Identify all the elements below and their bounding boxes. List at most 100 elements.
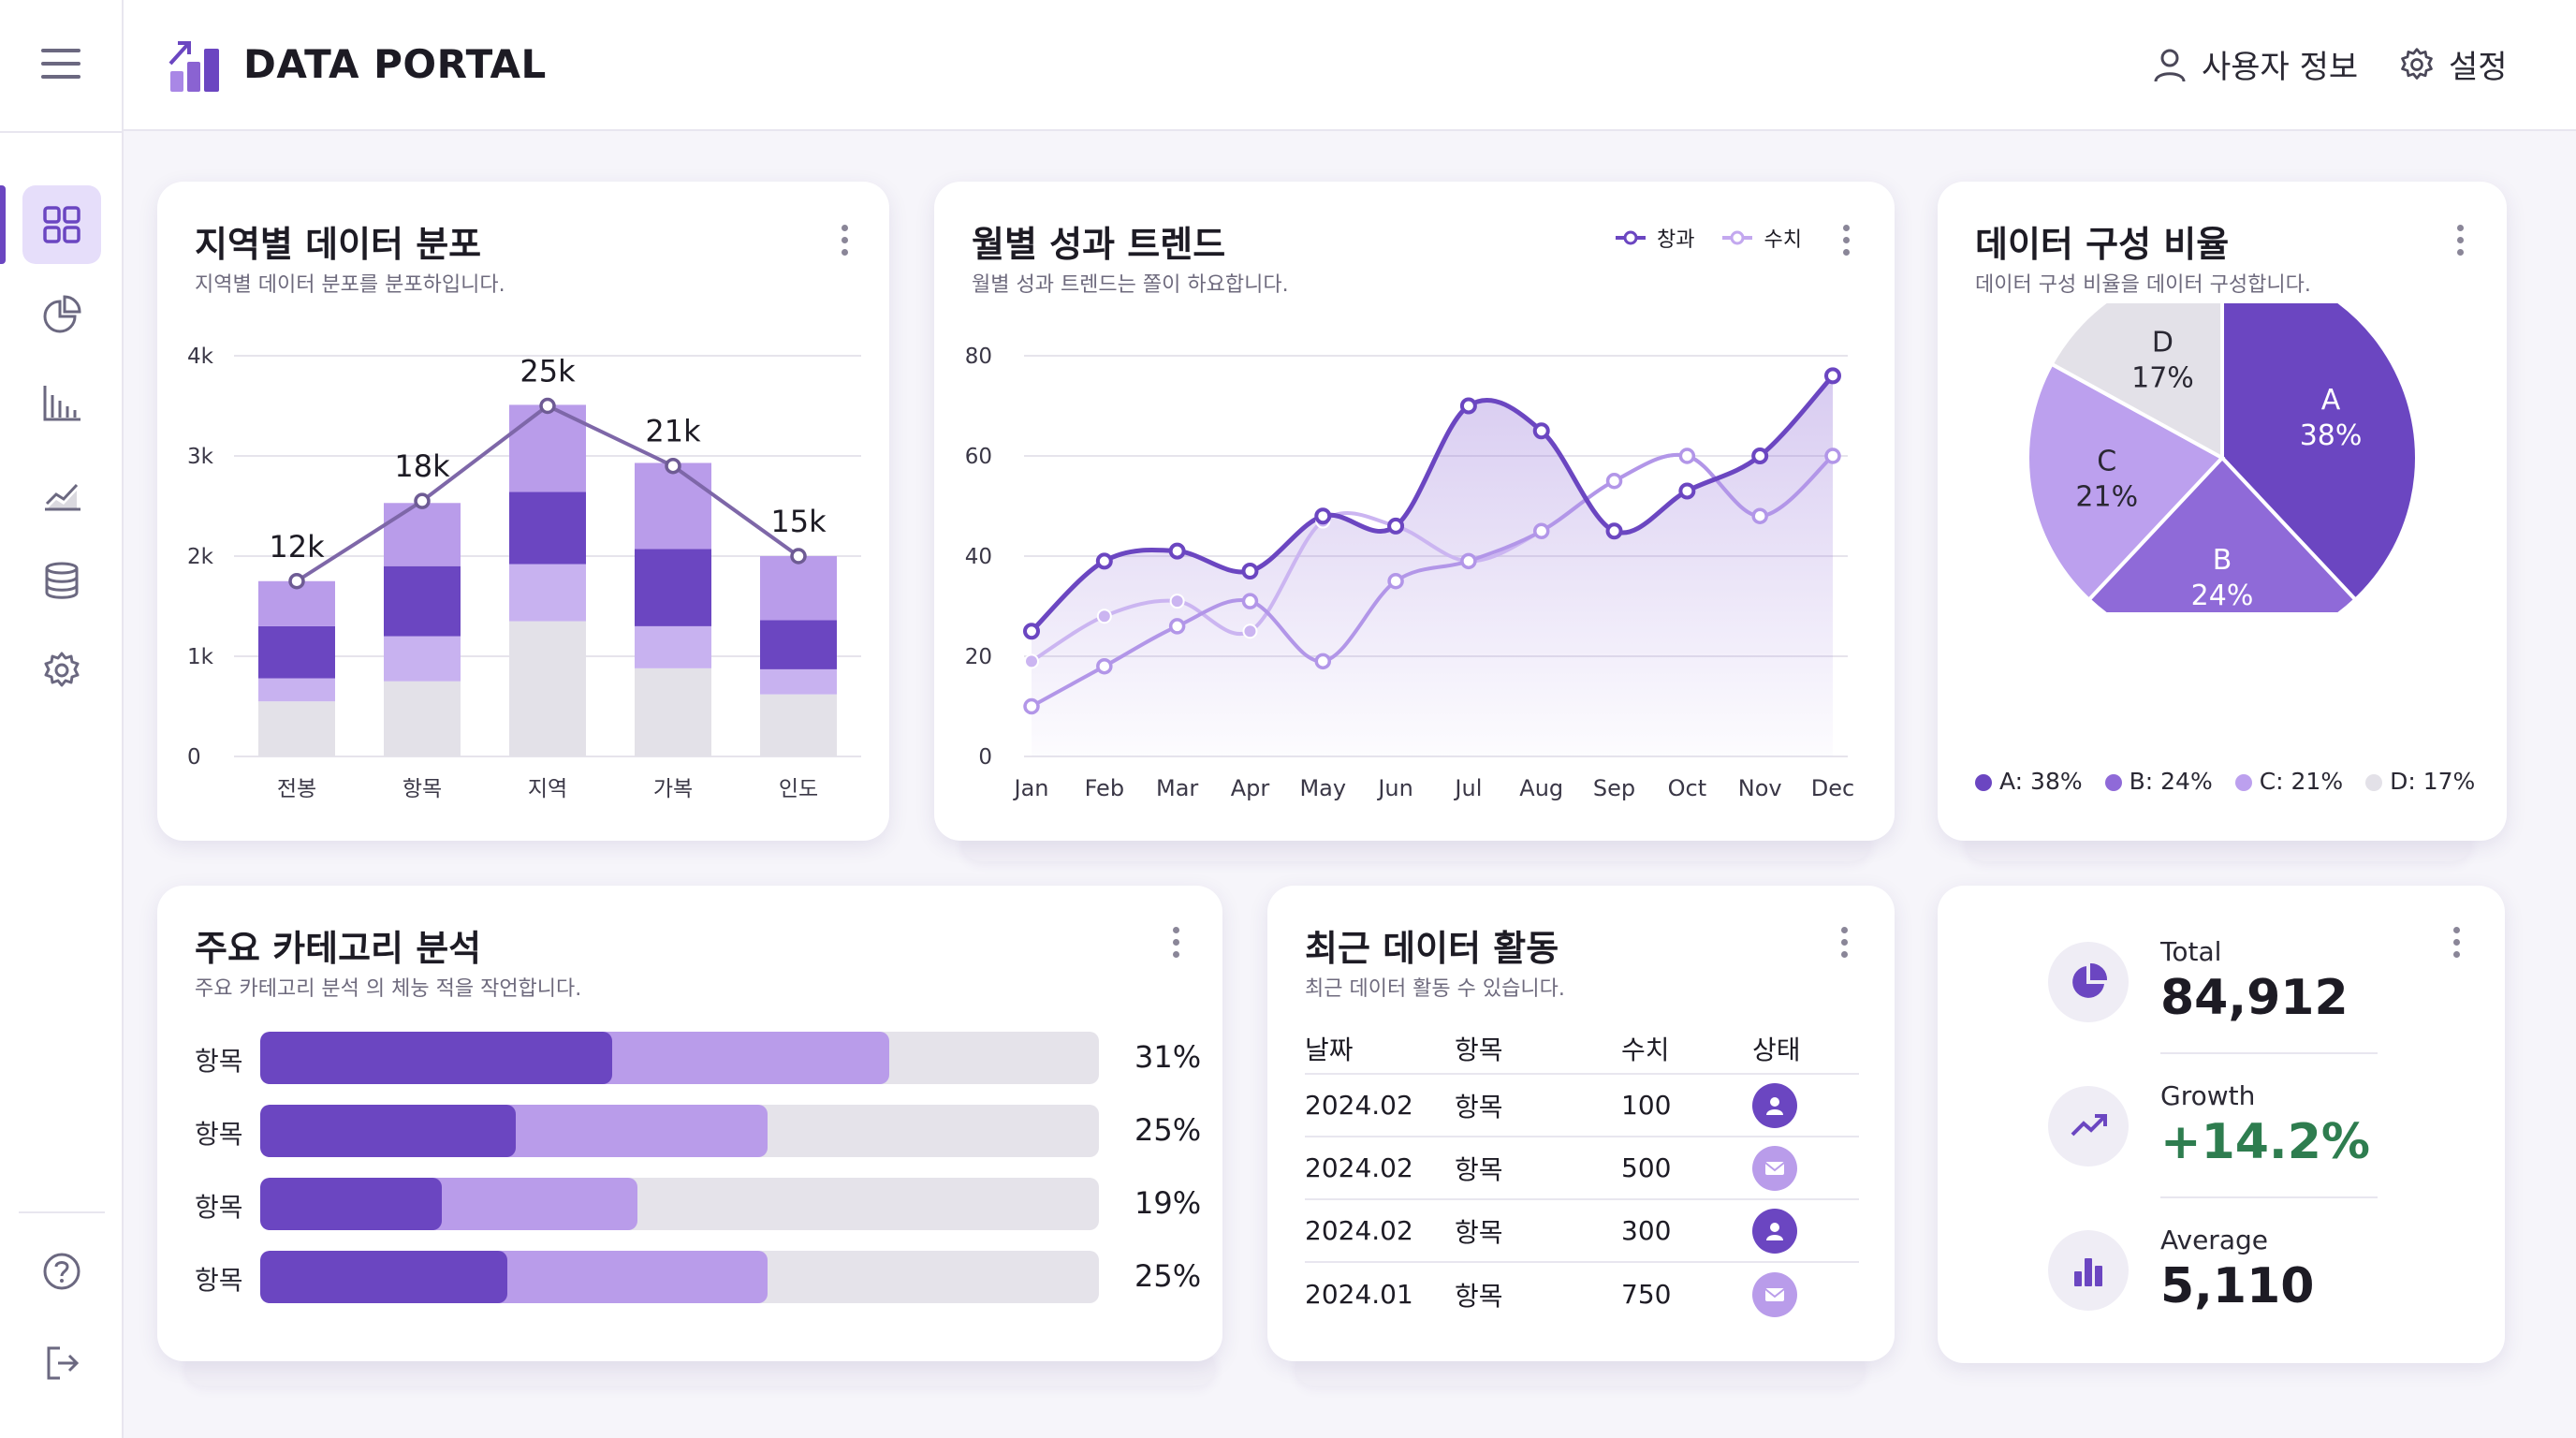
bar-segment xyxy=(760,668,837,695)
sidebar-item-bar[interactable] xyxy=(22,363,101,442)
bar-segment xyxy=(509,621,586,756)
table-row[interactable]: 2024.01 항목 750 xyxy=(1305,1263,1859,1326)
stat-value-average: 5,110 xyxy=(2160,1258,2315,1314)
x-tick-label: May xyxy=(1299,775,1346,801)
card-title: 최근 데이터 활동 xyxy=(1305,928,1559,969)
card-subtitle: 주요 카테고리 분석 의 체눙 적을 작언합니다. xyxy=(195,977,582,1001)
sidebar-item-dashboard[interactable] xyxy=(22,185,101,264)
table-row[interactable]: 2024.02 항목 500 xyxy=(1305,1137,1859,1200)
table-row[interactable]: 2024.02 항목 100 xyxy=(1305,1075,1859,1137)
sidebar-divider xyxy=(19,1211,105,1213)
row-label: 항목 xyxy=(195,1265,243,1296)
logout-icon xyxy=(47,1346,80,1380)
legend-label: D: 17% xyxy=(2390,768,2476,795)
stat-divider xyxy=(2160,1052,2378,1054)
menu-icon[interactable] xyxy=(41,49,80,81)
gear-icon xyxy=(2401,47,2433,80)
cell-value: 300 xyxy=(1621,1215,1672,1246)
slice-label: B xyxy=(2213,544,2232,577)
sidebar-item-database[interactable] xyxy=(22,541,101,620)
more-icon[interactable] xyxy=(2447,927,2466,964)
y-tick-label: 20 xyxy=(965,645,992,669)
pie-stat-icon xyxy=(2048,942,2129,1022)
mail-icon[interactable] xyxy=(1752,1271,1797,1317)
bar-segment xyxy=(384,503,461,566)
pie-slice xyxy=(2026,361,2226,603)
x-tick-label: 인도 xyxy=(779,777,818,801)
sidebar-item-settings[interactable] xyxy=(22,631,101,710)
settings-icon xyxy=(44,652,80,687)
user-icon[interactable] xyxy=(1752,1082,1797,1128)
trend-point xyxy=(665,457,681,475)
chart-legend: 창과 수치 xyxy=(1614,223,1802,253)
bar-segment xyxy=(760,620,837,669)
bar-primary xyxy=(260,1251,508,1303)
trend-point xyxy=(414,492,431,509)
activity-card: 최근 데이터 활동 최근 데이터 활동 수 있습니다. 날짜 항목 수치 상태 … xyxy=(1267,886,1895,1361)
more-icon[interactable] xyxy=(2451,225,2469,262)
sidebar-item-help[interactable] xyxy=(22,1232,101,1311)
legend-dot xyxy=(2234,774,2252,791)
bar-segment xyxy=(635,549,711,626)
x-tick-label: 전봉 xyxy=(277,777,316,801)
legend-dot xyxy=(1975,774,1992,791)
y-tick-label: 1k xyxy=(187,645,214,669)
table-row[interactable]: 2024.02 항목 300 xyxy=(1305,1200,1859,1263)
user-info-button[interactable]: 사용자 정보 xyxy=(2151,41,2358,87)
x-tick-label: Jan xyxy=(1013,775,1049,801)
cell-date: 2024.02 xyxy=(1305,1090,1413,1121)
user-info-label: 사용자 정보 xyxy=(2202,49,2359,86)
series-point xyxy=(1387,517,1405,535)
card-title: 지역별 데이터 분포 xyxy=(195,224,482,265)
x-tick-label: 지역 xyxy=(528,777,567,801)
x-tick-label: Jun xyxy=(1376,775,1413,801)
regional-card: 지역별 데이터 분포 지역별 데이터 분포를 분포하입니다. 0 1k 2k 3k 4k… xyxy=(157,182,889,841)
bar-chart-icon xyxy=(43,386,80,421)
row-percent: 19% xyxy=(1134,1185,1202,1221)
bar-segment xyxy=(509,564,586,622)
legend-label: C: 21% xyxy=(2259,768,2344,795)
x-tick-label: 가복 xyxy=(653,777,693,801)
bar-segment xyxy=(258,678,335,702)
column-header: 항목 xyxy=(1455,1034,1503,1065)
series-point xyxy=(1241,563,1259,580)
series-point xyxy=(1824,448,1841,464)
pie-legend: A: 38% B: 24% C: 21% D: 17% xyxy=(1975,768,2475,795)
user-icon[interactable] xyxy=(1752,1208,1797,1254)
cell-date: 2024.02 xyxy=(1305,1215,1413,1246)
y-tick-label: 4k xyxy=(187,345,214,369)
user-icon xyxy=(2154,49,2186,81)
row-percent: 31% xyxy=(1134,1039,1202,1075)
slice-label: C xyxy=(2097,446,2116,478)
series-point xyxy=(1242,624,1258,639)
y-tick-label: 3k xyxy=(187,445,214,469)
more-icon[interactable] xyxy=(1835,927,1853,964)
series-point xyxy=(1024,653,1039,669)
series-point xyxy=(1532,422,1550,440)
mail-icon[interactable] xyxy=(1752,1145,1797,1191)
more-icon[interactable] xyxy=(835,225,854,262)
legend-label: 수치 xyxy=(1764,228,1802,252)
cell-item: 항목 xyxy=(1455,1091,1503,1123)
sidebar-item-logout[interactable] xyxy=(22,1324,101,1402)
pie-slice xyxy=(2086,455,2359,612)
card-subtitle: 월별 성과 트렌드는 쫄이 하요합니다. xyxy=(972,273,1289,297)
x-tick-label: Jul xyxy=(1453,775,1482,801)
brand-title: DATA PORTAL xyxy=(243,41,547,87)
card-subtitle: 최근 데이터 활동 수 있습니다. xyxy=(1305,977,1565,1001)
settings-button[interactable]: 설정 xyxy=(2398,41,2508,87)
sidebar-item-pie[interactable] xyxy=(22,275,101,354)
trend-point xyxy=(288,573,305,590)
more-icon[interactable] xyxy=(1837,225,1855,262)
stat-value-growth: +14.2% xyxy=(2160,1114,2370,1170)
data-label: 25k xyxy=(520,354,576,389)
slice-label: D xyxy=(2152,327,2174,360)
slice-value: 21% xyxy=(2075,481,2138,514)
series-point xyxy=(1460,552,1477,570)
sidebar-item-line[interactable] xyxy=(22,453,101,532)
stat-value-total: 84,912 xyxy=(2160,970,2349,1026)
category-row: 항목 25% xyxy=(195,1251,1201,1303)
more-icon[interactable] xyxy=(1166,927,1185,964)
x-tick-label: 항목 xyxy=(402,777,442,801)
slice-label: A xyxy=(2321,384,2341,417)
